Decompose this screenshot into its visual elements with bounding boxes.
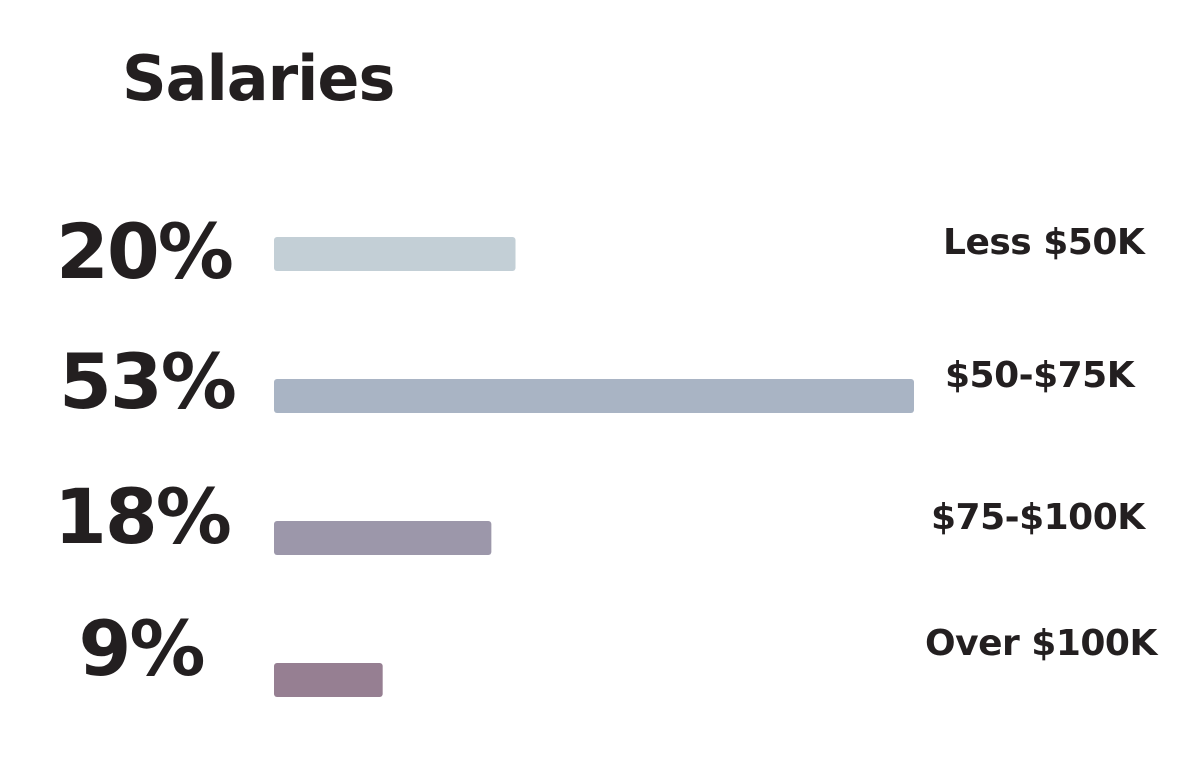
bar-1 xyxy=(274,379,914,413)
value-label-0: 20% xyxy=(56,207,234,296)
category-label-0: Less $50K xyxy=(943,222,1145,263)
category-label-3: Over $100K xyxy=(925,623,1157,664)
bar-2 xyxy=(274,521,492,555)
category-label-2: $75-$100K xyxy=(931,497,1145,538)
bar-0 xyxy=(274,237,516,271)
chart-title: Salaries xyxy=(122,42,395,115)
value-label-2: 18% xyxy=(54,472,232,561)
value-label-3: 9% xyxy=(78,604,206,693)
bar-3 xyxy=(274,663,383,697)
category-label-1: $50-$75K xyxy=(945,355,1135,396)
value-label-1: 53% xyxy=(59,337,237,426)
